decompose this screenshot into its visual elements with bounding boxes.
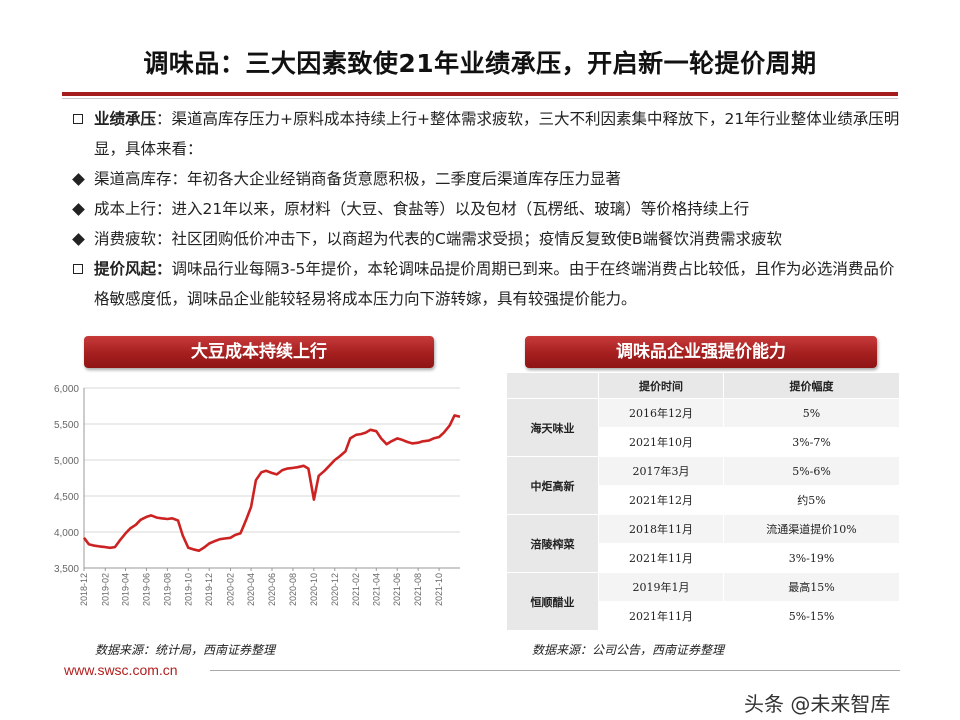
bullet-item: 提价风起：调味品行业每隔3-5年提价，本轮调味品提价周期已到来。由于在终端消费占… <box>66 254 906 314</box>
hike-date-cell: 2021年12月 <box>597 485 725 515</box>
hike-range-cell: 约5% <box>723 485 900 515</box>
soybean-price-chart: 3,500 4,000 4,500 5,000 5,500 6,000 2018-12 201… <box>54 384 461 606</box>
table-source-note: 数据来源：公司公告，西南证券整理 <box>532 643 725 657</box>
x-tick-label: 2018-12 <box>79 573 89 606</box>
y-tick-label: 3,500 <box>54 564 79 575</box>
watermark: 头条 @未来智库 <box>744 692 891 716</box>
bullet-text: 消费疲软：社区团购低价冲击下，以商超为代表的C端需求受损；疫情反复致使B端餐饮消… <box>94 230 782 248</box>
hike-range-cell: 5% <box>723 398 900 428</box>
x-tick-label: 2021-06 <box>392 573 402 606</box>
bullet-item: 消费疲软：社区团购低价冲击下，以商超为代表的C端需求受损；疫情反复致使B端餐饮消… <box>66 224 906 254</box>
table-row: 中炬高新 2017年3月 5%-6% <box>506 456 900 515</box>
hike-date-cell: 2018年11月 <box>597 514 725 544</box>
hike-date-cell: 2017年3月 <box>597 456 725 486</box>
x-tick-label: 2020-10 <box>309 573 319 606</box>
bullet-heading: 业绩承压 <box>94 110 157 128</box>
price-hike-table: 提价时间 提价幅度 海天味业 2016年12月 5% 2021年10月 3%-7… <box>506 372 900 631</box>
hike-range-cell: 最高15% <box>723 572 900 602</box>
y-tick-label: 5,000 <box>54 456 79 467</box>
table-row: 2021年11月 3%-19% <box>507 543 900 573</box>
hike-range-cell: 3%-19% <box>723 543 900 573</box>
bullet-text: 成本上行：进入21年以来，原材料（大豆、食盐等）以及包材（瓦楞纸、玻璃）等价格持… <box>94 200 750 218</box>
x-tick-label: 2019-08 <box>162 573 172 606</box>
table-row: 涪陵榨菜 2018年11月 流通渠道提价10% <box>506 514 900 573</box>
hike-date-cell: 2021年10月 <box>597 427 725 457</box>
footer-divider <box>210 670 900 671</box>
diamond-bullet-icon <box>68 194 88 225</box>
table-header-cell: 提价幅度 <box>723 372 900 399</box>
company-name-cell: 海天味业 <box>506 398 599 457</box>
x-tick-label: 2019-10 <box>183 573 193 606</box>
diamond-bullet-icon <box>68 164 88 195</box>
x-tick-label: 2020-12 <box>330 573 340 606</box>
company-name-cell: 中炬高新 <box>506 456 599 515</box>
bullet-text: 调味品行业每隔3-5年提价，本轮调味品提价周期已到来。由于在终端消费占比较低，且… <box>94 260 895 308</box>
website-link[interactable]: www.swsc.com.cn <box>64 662 178 678</box>
hike-range-cell: 3%-7% <box>723 427 900 457</box>
x-tick-label: 2021-08 <box>413 573 423 606</box>
x-tick-label: 2021-10 <box>434 573 444 606</box>
company-name-cell: 恒顺醋业 <box>506 572 599 631</box>
x-tick-label: 2021-04 <box>371 573 381 606</box>
chart-banner: 大豆成本持续上行 <box>84 336 434 368</box>
diamond-bullet-icon <box>68 224 88 255</box>
title-underline-thin <box>62 98 898 99</box>
x-tick-label: 2019-12 <box>204 573 214 606</box>
bullet-text: 渠道高库存：年初各大企业经销商备货意愿积极，二季度后渠道库存压力显著 <box>94 170 622 188</box>
hike-date-cell: 2016年12月 <box>597 398 725 428</box>
bullet-heading: 提价风起： <box>94 260 172 278</box>
table-row: 恒顺醋业 2019年1月 最高15% <box>506 572 900 631</box>
y-tick-label: 5,500 <box>54 420 79 431</box>
bullet-text: ：渠道高库存压力+原料成本持续上行+整体需求疲软，三大不利因素集中释放下，21年… <box>94 110 900 158</box>
chart-source-note: 数据来源：统计局，西南证券整理 <box>95 643 276 657</box>
bullet-item: 业绩承压：渠道高库存压力+原料成本持续上行+整体需求疲软，三大不利因素集中释放下… <box>66 104 906 164</box>
x-tick-label: 2020-08 <box>288 573 298 606</box>
title-underline <box>62 92 898 96</box>
bullet-item: 成本上行：进入21年以来，原材料（大豆、食盐等）以及包材（瓦楞纸、玻璃）等价格持… <box>66 194 906 224</box>
y-tick-label: 4,000 <box>54 528 79 539</box>
table-row: 海天味业 2016年12月 5% <box>506 398 900 457</box>
page-title: 调味品：三大因素致使21年业绩承压，开启新一轮提价周期 <box>143 49 817 78</box>
table-row: 2021年11月 5%-15% <box>507 601 900 631</box>
bullet-list: 业绩承压：渠道高库存压力+原料成本持续上行+整体需求疲软，三大不利因素集中释放下… <box>66 104 906 314</box>
x-tick-label: 2020-06 <box>267 573 277 606</box>
hike-date-cell: 2021年11月 <box>597 543 725 573</box>
x-tick-label: 2020-04 <box>246 573 256 606</box>
hike-range-cell: 5%-6% <box>723 456 900 486</box>
x-tick-label: 2021-02 <box>351 573 361 606</box>
y-tick-label: 6,000 <box>54 384 79 395</box>
hike-range-cell: 流通渠道提价10% <box>723 514 900 544</box>
y-tick-label: 4,500 <box>54 492 79 503</box>
table-banner: 调味品企业强提价能力 <box>525 336 877 368</box>
x-tick-label: 2019-02 <box>100 573 110 606</box>
square-bullet-icon <box>68 104 88 135</box>
hike-date-cell: 2019年1月 <box>597 572 725 602</box>
table-row: 2021年12月 约5% <box>507 485 900 515</box>
table-header-row: 提价时间 提价幅度 <box>506 372 900 399</box>
x-tick-label: 2020-02 <box>225 573 235 606</box>
table-header-cell: 提价时间 <box>597 372 725 399</box>
x-tick-label: 2019-04 <box>121 573 131 606</box>
company-name-cell: 涪陵榨菜 <box>506 514 599 573</box>
hike-date-cell: 2021年11月 <box>597 601 725 631</box>
square-bullet-icon <box>68 254 88 285</box>
hike-range-cell: 5%-15% <box>723 601 900 631</box>
table-header-cell <box>506 372 599 399</box>
bullet-item: 渠道高库存：年初各大企业经销商备货意愿积极，二季度后渠道库存压力显著 <box>66 164 906 194</box>
soybean-price-line <box>82 414 461 552</box>
x-tick-label: 2019-06 <box>141 573 151 606</box>
